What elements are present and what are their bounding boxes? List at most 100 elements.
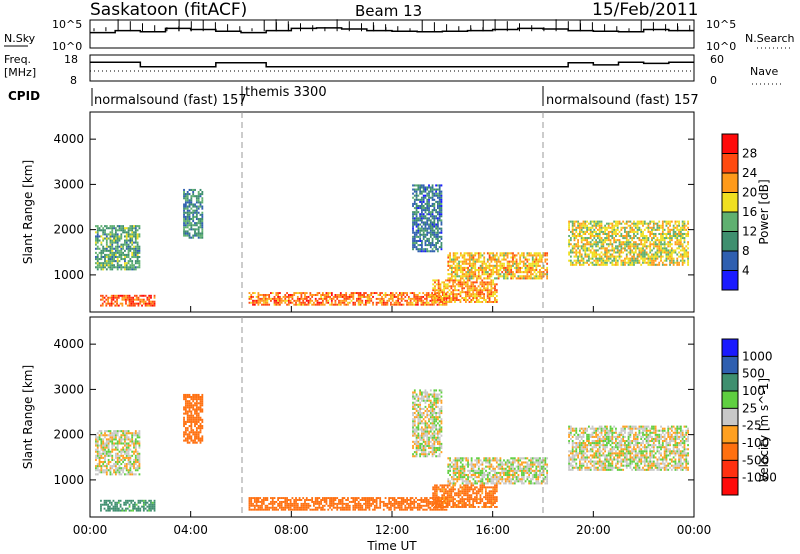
power-echo-cell [649,263,652,266]
velocity-echo-cell [476,480,478,483]
power-echo-cell [624,261,626,264]
velocity-echo-cell [416,504,419,507]
power-echo-cell [440,196,443,199]
power-echo-cell [104,249,106,252]
power-echo-cell [481,279,484,282]
power-echo-cell [495,254,498,257]
velocity-echo-cell [266,499,269,501]
power-echo-cell [663,245,666,248]
power-echo-cell [620,222,623,225]
power-echo-cell [113,255,115,259]
velocity-echo-cell [261,502,263,505]
power-echo-cell [595,255,598,258]
power-echo-cell [444,279,447,282]
power-echo-cell [643,243,646,246]
velocity-echo-cell [259,497,262,500]
power-echo-cell [638,253,641,256]
power-echo-cell [526,258,529,261]
velocity-echo-cell [477,473,480,477]
power-echo-cell [197,228,200,231]
power-echo-cell [183,224,185,227]
power-echo-cell [429,231,432,234]
power-echo-cell [415,190,418,193]
power-echo-cell [435,289,438,292]
power-echo-cell [111,225,114,228]
velocity-echo-cell [439,500,442,503]
power-echo-cell [116,249,119,252]
power-echo-cell [264,297,267,300]
power-echo-cell [472,275,475,278]
power-echo-cell [669,222,671,225]
power-echo-cell [448,279,451,282]
velocity-echo-cell [503,473,505,477]
velocity-echo-cell [386,502,389,505]
velocity-echo-cell [411,500,414,503]
power-echo-cell [424,196,427,199]
power-echo-cell [670,239,673,242]
power-echo-cell [669,220,671,223]
velocity-echo-cell [116,501,118,504]
power-echo-cell [184,207,187,210]
power-echo-cell [131,229,134,232]
power-echo-cell [345,295,348,298]
power-echo-cell [461,285,464,288]
power-echo-cell [338,303,340,306]
velocity-echo-cell [286,506,288,509]
velocity-echo-cell [404,508,407,511]
velocity-echo-cell [466,494,469,497]
velocity-echo-cell [459,469,462,472]
power-echo-cell [629,253,632,256]
power-echo-cell [184,234,187,237]
noise-panel: N.Sky 10^5 10^0 10^5 10^0 N.Search [4,18,795,53]
power-echo-cell [459,299,462,301]
velocity-echo-cell [304,502,306,505]
power-echo-cell [656,257,659,260]
power-echo-cell [435,297,438,300]
power-echo-cell [472,291,475,294]
power-echo-cell [120,249,123,252]
velocity-echo-cell [384,504,387,507]
power-echo-cell [125,235,128,238]
velocity-echo-cell [512,461,514,464]
velocity-echo-cell [443,500,445,503]
power-echo-cell [452,260,455,263]
power-echo-cell [131,233,134,236]
power-echo-cell [522,262,525,265]
velocity-echo-cell [513,467,516,470]
power-echo-cell [192,236,195,239]
power-echo-cell [110,300,113,303]
power-echo-cell [678,220,680,223]
power-echo-cell [642,239,644,242]
velocity-echo-cell [348,504,351,507]
velocity-echo-cell [282,500,285,503]
power-echo-cell [506,254,509,257]
velocity-echo-cell [354,497,357,500]
power-echo-cell [192,215,195,218]
velocity-echo-cell [318,497,321,500]
power-echo-cell [542,264,545,267]
power-echo-cell [676,263,679,266]
power-echo-cell [426,204,429,208]
power-echo-cell [454,295,456,298]
cpid-segment-2: themis 3300 [245,85,327,100]
velocity-echo-cell [440,497,442,500]
velocity-echo-cell [259,506,262,509]
power-echo-cell [415,246,418,249]
velocity-echo-cell [510,465,513,468]
power-echo-cell [609,249,612,252]
velocity-echo-cell [455,494,458,497]
power-echo-cell [620,243,623,246]
power-echo-cell [492,273,495,276]
power-echo-cell [348,301,351,304]
power-echo-cell [672,224,675,227]
velocity-echo-cell [459,465,462,468]
power-echo-cell [530,262,532,265]
power-echo-cell [651,255,653,258]
power-echo-cell [465,275,468,278]
velocity-echo-cell [486,457,489,460]
power-echo-cell [148,300,151,303]
velocity-echo-cell [468,482,471,485]
velocity-echo-cell [373,499,376,501]
power-echo-cell [526,264,529,267]
power-echo-cell [266,294,269,296]
